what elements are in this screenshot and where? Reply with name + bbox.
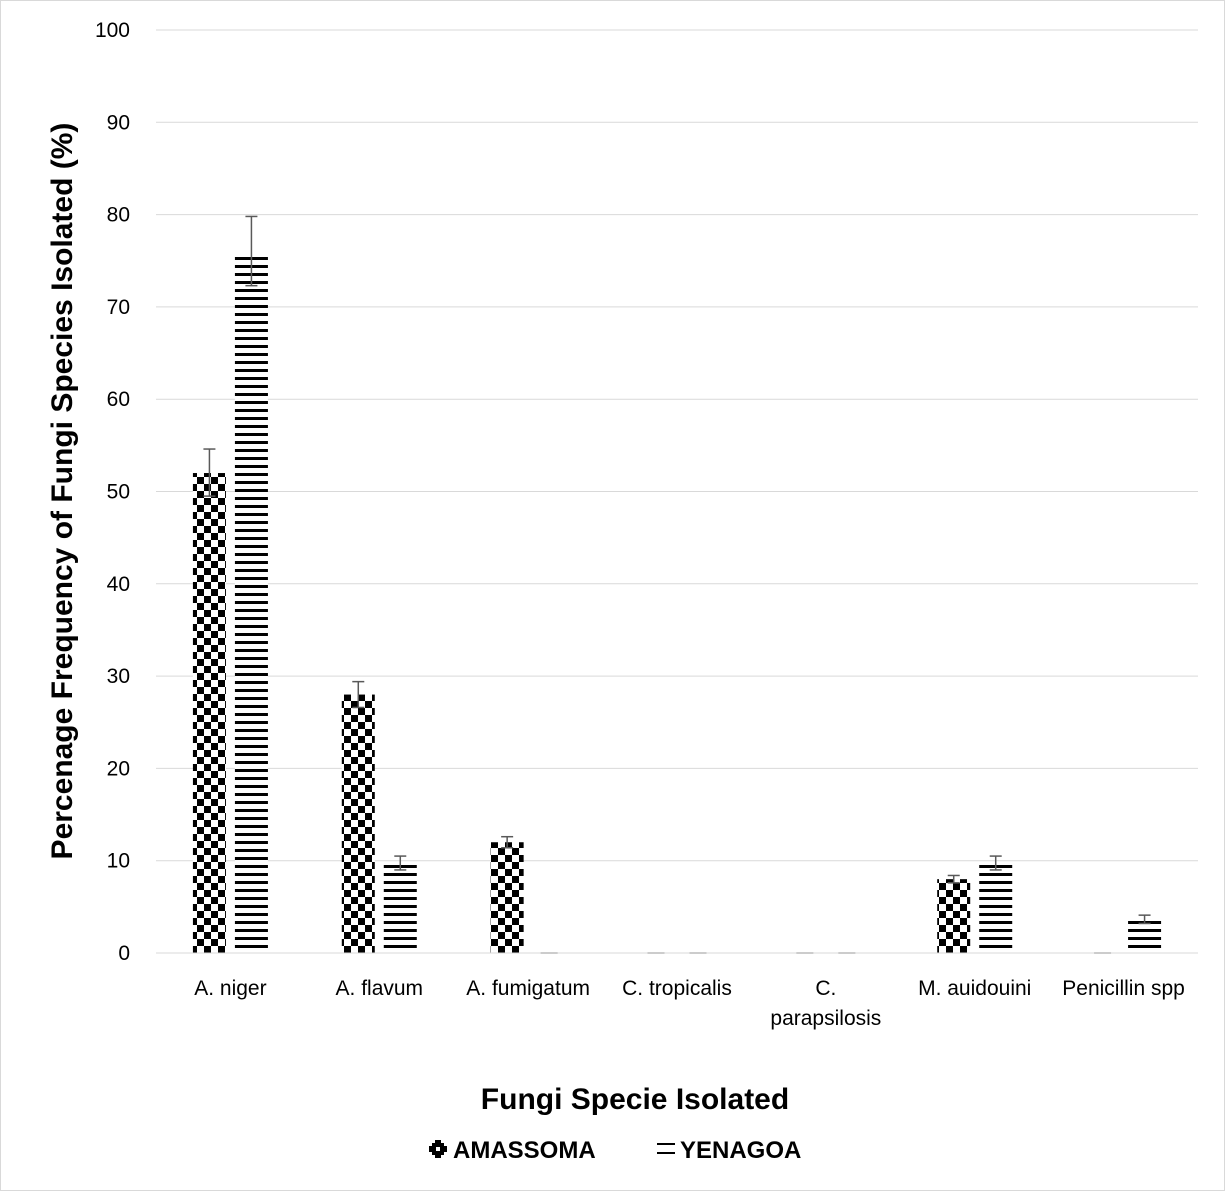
legend-label-yenagoa: YENAGOA bbox=[680, 1137, 801, 1164]
bar-yenagoa bbox=[1128, 919, 1162, 953]
error-bar-yenagoa bbox=[245, 215, 258, 287]
error-bar-yenagoa bbox=[394, 855, 407, 871]
x-axis-title: Fungi Specie Isolated bbox=[481, 1083, 789, 1116]
y-axis-title: Percenage Frequency of Fungi Species Iso… bbox=[46, 123, 79, 860]
error-bar-yenagoa bbox=[989, 855, 1002, 871]
x-category-label-line: Penicillin spp bbox=[1062, 977, 1185, 1000]
x-axis-category-labels: A. niger A. flavum A. fumigatum C. tropical… bbox=[194, 977, 1185, 1030]
error-bar-amassoma bbox=[352, 680, 365, 709]
bar-amassoma bbox=[937, 879, 971, 953]
x-category-label: A. fumigatum bbox=[466, 977, 590, 1000]
y-tick-label: 10 bbox=[107, 850, 130, 873]
bar-yenagoa bbox=[234, 256, 268, 953]
legend-swatch-amassoma bbox=[429, 1140, 447, 1158]
bar-amassoma bbox=[341, 694, 375, 953]
legend-item-amassoma: AMASSOMA bbox=[429, 1137, 596, 1164]
error-bar-yenagoa bbox=[1138, 914, 1151, 925]
error-bar-amassoma bbox=[501, 835, 514, 849]
error-bar-amassoma bbox=[947, 874, 960, 884]
legend-label-amassoma: AMASSOMA bbox=[453, 1137, 596, 1164]
x-category-label: M. auidouini bbox=[918, 977, 1031, 1000]
y-tick-label: 40 bbox=[107, 573, 130, 596]
y-tick-label: 50 bbox=[107, 481, 130, 504]
x-category-label-line: M. auidouini bbox=[918, 977, 1031, 1000]
bars bbox=[192, 256, 1162, 954]
x-category-label-line: C. bbox=[815, 977, 836, 1000]
y-axis-tick-labels: 0 10 20 30 40 50 60 70 80 90 100 bbox=[95, 19, 130, 965]
y-tick-label: 100 bbox=[95, 19, 130, 42]
x-category-label-line: A. fumigatum bbox=[466, 977, 590, 1000]
bar-amassoma bbox=[490, 842, 524, 953]
y-tick-label: 80 bbox=[107, 204, 130, 227]
x-category-label: A. flavum bbox=[336, 977, 424, 1000]
legend: AMASSOMA YENAGOA bbox=[429, 1137, 801, 1164]
bar-yenagoa bbox=[979, 863, 1013, 953]
bar-yenagoa bbox=[383, 863, 417, 953]
y-tick-label: 70 bbox=[107, 296, 130, 319]
y-tick-label: 20 bbox=[107, 757, 130, 780]
bar-amassoma bbox=[192, 473, 226, 953]
y-tick-label: 60 bbox=[107, 388, 130, 411]
error-bar-amassoma bbox=[203, 448, 216, 497]
x-category-label-line: parapsilosis bbox=[770, 1007, 881, 1030]
gridlines bbox=[156, 29, 1198, 862]
x-category-label-line: A. flavum bbox=[336, 977, 424, 1000]
error-bars bbox=[203, 215, 1151, 925]
y-tick-label: 90 bbox=[107, 111, 130, 134]
y-tick-label: 30 bbox=[107, 665, 130, 688]
x-category-label: C. tropicalis bbox=[622, 977, 732, 1000]
x-category-label: Penicillin spp bbox=[1062, 977, 1185, 1000]
x-category-label-line: A. niger bbox=[194, 977, 266, 1000]
y-tick-label: 0 bbox=[118, 942, 130, 965]
x-category-label: C. parapsilosis bbox=[770, 977, 881, 1030]
x-category-label: A. niger bbox=[194, 977, 266, 1000]
legend-item-yenagoa: YENAGOA bbox=[657, 1137, 801, 1164]
x-category-label-line: C. tropicalis bbox=[622, 977, 732, 1000]
legend-swatch-yenagoa bbox=[657, 1143, 675, 1154]
